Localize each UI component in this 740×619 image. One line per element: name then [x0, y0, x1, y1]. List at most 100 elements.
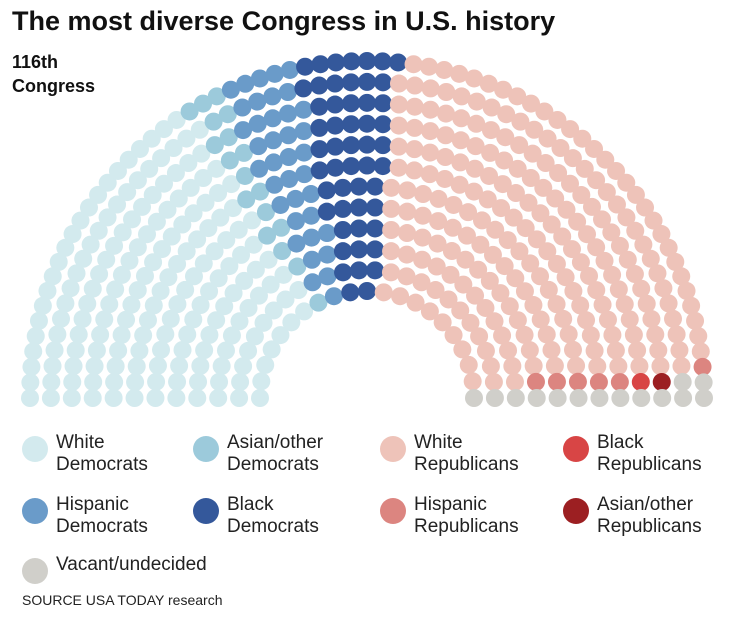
seat — [653, 389, 672, 407]
seat — [689, 327, 708, 346]
seat — [575, 159, 594, 178]
seat — [272, 218, 291, 237]
legend-label: Black Republicans — [597, 432, 702, 475]
seat — [147, 372, 166, 391]
seat — [209, 269, 228, 288]
seat — [271, 195, 290, 214]
seat — [626, 185, 645, 204]
seat — [628, 341, 647, 360]
seat — [195, 341, 214, 360]
seat — [310, 76, 329, 95]
seat — [212, 357, 231, 376]
seat — [520, 341, 539, 360]
seat — [433, 313, 452, 332]
seat — [429, 212, 448, 231]
seat — [209, 389, 228, 407]
seat — [670, 341, 689, 360]
seat — [695, 389, 713, 407]
seat — [459, 203, 478, 222]
seat — [674, 389, 693, 407]
seat — [691, 342, 710, 361]
legend-label: Hispanic Democrats — [56, 494, 148, 537]
seat — [592, 210, 611, 229]
seat — [426, 281, 445, 300]
seat — [194, 254, 213, 273]
seat — [249, 286, 268, 305]
seat — [470, 327, 489, 346]
seat — [551, 139, 570, 158]
seat — [239, 298, 258, 317]
seat — [251, 182, 270, 201]
seat — [233, 98, 252, 117]
seat — [609, 357, 628, 376]
seat — [189, 372, 208, 391]
seat — [439, 290, 458, 309]
seat — [536, 154, 555, 173]
seat — [389, 95, 408, 114]
seat — [481, 121, 500, 140]
seat — [398, 181, 417, 200]
seat — [366, 261, 385, 280]
seat — [84, 373, 103, 392]
seat — [597, 183, 616, 202]
seat — [413, 228, 432, 247]
seat — [519, 193, 538, 212]
seat — [482, 98, 501, 117]
seat — [234, 357, 253, 376]
seat — [112, 265, 131, 284]
seat — [278, 82, 297, 101]
seat — [234, 143, 253, 162]
seat — [572, 186, 591, 205]
seat — [56, 294, 75, 313]
seat — [205, 242, 224, 261]
seat — [404, 55, 423, 74]
seat — [548, 389, 567, 407]
seat — [588, 357, 607, 376]
seat — [373, 52, 392, 71]
seat — [389, 74, 408, 93]
seat — [118, 183, 137, 202]
seat — [250, 69, 269, 88]
seat — [184, 310, 203, 329]
seat — [358, 114, 376, 133]
seat — [577, 311, 596, 330]
seat — [63, 225, 82, 244]
seat — [286, 212, 305, 231]
seat — [254, 313, 273, 332]
seat — [547, 295, 566, 314]
seat — [22, 357, 41, 376]
seat — [89, 185, 108, 204]
source-note: SOURCE USA TODAY research — [22, 592, 223, 608]
seat — [79, 198, 98, 217]
seat — [288, 257, 307, 276]
seat — [125, 389, 144, 407]
seat — [170, 356, 189, 375]
seat — [152, 149, 171, 168]
legend-item: Hispanic Republicans — [380, 494, 554, 538]
seat — [97, 250, 116, 269]
seat — [596, 150, 615, 169]
seat — [317, 224, 336, 243]
seat — [358, 135, 376, 154]
seat — [389, 53, 408, 72]
seat — [133, 197, 152, 216]
seat — [184, 204, 203, 223]
seat — [176, 280, 195, 299]
seat — [43, 267, 62, 286]
seat — [589, 373, 608, 392]
seat — [620, 310, 639, 329]
seat — [485, 312, 504, 331]
seat — [523, 144, 542, 163]
seat — [326, 137, 345, 156]
seat — [123, 210, 142, 229]
seat — [382, 242, 401, 261]
seat — [33, 296, 52, 315]
seat — [553, 227, 572, 246]
seat — [29, 311, 48, 330]
seat — [421, 143, 440, 162]
seat — [636, 198, 655, 217]
seat — [161, 309, 180, 328]
seat — [264, 153, 283, 172]
seat — [318, 245, 337, 264]
seat — [492, 199, 511, 218]
